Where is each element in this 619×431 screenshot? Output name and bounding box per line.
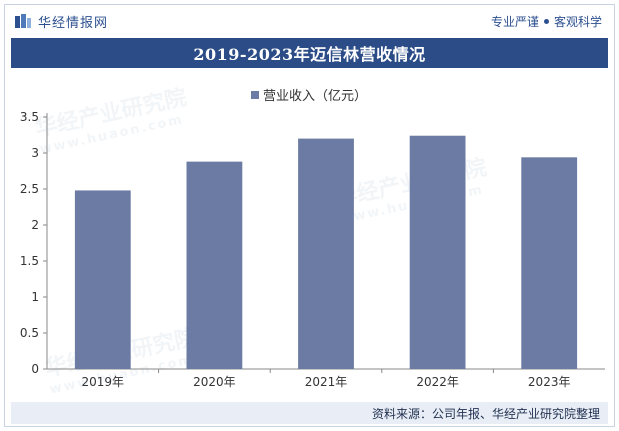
bar-0	[74, 190, 131, 369]
title-bar: 2019-2023年迈信林营收情况	[11, 38, 608, 68]
bar-4	[521, 157, 578, 369]
y-tick-label: 1	[31, 290, 39, 304]
brand: 华经情报网	[15, 12, 108, 31]
bar-1	[186, 161, 243, 369]
slogan-left: 专业严谨	[490, 15, 539, 29]
x-tick-label: 2021年	[305, 375, 348, 389]
y-tick-label: 3	[31, 146, 39, 160]
chart-area: 营业收入（亿元） 0 0.5 1 1.5 2 2.5 3 3.5 2019年 2020年 2021年 2…	[5, 75, 614, 400]
legend-label: 营业收入（亿元）	[263, 89, 367, 104]
bar-2	[298, 138, 354, 369]
y-tick-label: 0.5	[20, 326, 39, 340]
y-tick-label: 0	[31, 362, 39, 376]
legend-swatch	[251, 91, 259, 99]
brand-logo-icon	[15, 13, 31, 30]
y-tick-label: 1.5	[20, 254, 39, 268]
y-tick-label: 3.5	[20, 110, 39, 124]
brand-name: 华经情报网	[38, 16, 109, 31]
x-tick-label: 2023年	[528, 375, 571, 389]
slogan-dot-icon	[543, 19, 549, 24]
y-tick-label: 2.5	[20, 182, 39, 196]
x-tick-label: 2020年	[193, 375, 236, 389]
bar-chart: 营业收入（亿元） 0 0.5 1 1.5 2 2.5 3 3.5 2019年 2020年 2021年 2…	[20, 89, 605, 389]
slogan-right: 客观科学	[553, 15, 602, 29]
chart-frame: 华经情报网 专业严谨 客观科学 2019-2023年迈信林营收情况 华经产业研究…	[4, 4, 615, 427]
x-tick-label: 2022年	[416, 375, 459, 389]
slogan: 专业严谨 客观科学	[491, 13, 602, 30]
x-tick-label: 2019年	[82, 375, 125, 389]
bar-3	[409, 135, 466, 369]
chart-title: 2019-2023年迈信林营收情况	[193, 45, 426, 64]
y-tick-label: 2	[31, 218, 39, 232]
header: 华经情报网 专业严谨 客观科学	[5, 5, 614, 35]
source-footer: 资料来源：公司年报、华经产业研究院整理	[11, 402, 608, 424]
source-text: 资料来源：公司年报、华经产业研究院整理	[371, 406, 600, 421]
